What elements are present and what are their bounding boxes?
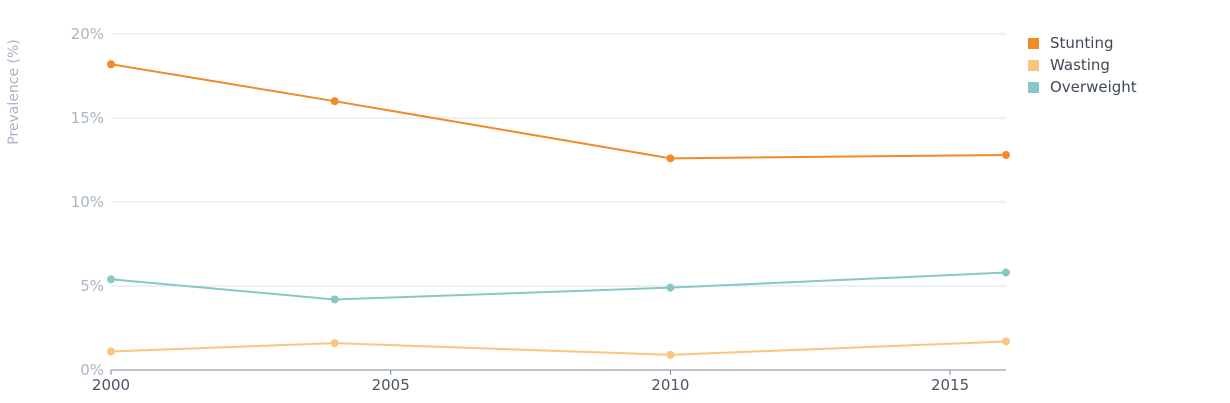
overweight-line	[110, 271, 1007, 301]
stunting-point	[1002, 150, 1010, 159]
x-tick-label: 2005	[372, 376, 410, 394]
series-lines	[107, 60, 1010, 359]
stunting-line	[110, 63, 1007, 160]
wasting-point	[330, 339, 339, 348]
legend-item-wasting[interactable]: Wasting	[1028, 54, 1137, 76]
wasting-line	[110, 340, 1007, 356]
y-tick-label: 20%	[71, 25, 104, 43]
legend-label: Stunting	[1050, 34, 1114, 52]
y-tick-label: 15%	[71, 109, 104, 127]
legend-swatch	[1028, 81, 1039, 93]
wasting-point	[107, 347, 115, 356]
y-axis-title: Prevalence (%)	[6, 39, 22, 145]
overweight-point	[1002, 268, 1010, 277]
y-tick-label: 5%	[80, 277, 104, 295]
x-axis: 2000 2005 2010 2015	[92, 369, 1006, 394]
series-wasting	[107, 337, 1010, 359]
stunting-point	[330, 97, 339, 106]
y-tick-label: 0%	[80, 361, 104, 379]
x-tick-label: 2000	[92, 376, 130, 394]
legend-label: Wasting	[1050, 56, 1110, 74]
overweight-point	[666, 283, 675, 292]
y-axis-ticks: 0% 5% 10% 15% 20%	[71, 25, 104, 379]
x-tick-label: 2010	[651, 376, 689, 394]
legend-item-stunting[interactable]: Stunting	[1028, 32, 1137, 54]
legend-swatch	[1028, 37, 1039, 49]
legend: Stunting Wasting Overweight	[1028, 32, 1137, 98]
y-tick-label: 10%	[71, 193, 104, 211]
legend-swatch	[1028, 59, 1039, 71]
wasting-point	[666, 350, 675, 359]
series-stunting	[107, 60, 1010, 163]
overweight-point	[107, 275, 115, 284]
overweight-point	[330, 295, 339, 304]
legend-item-overweight[interactable]: Overweight	[1028, 76, 1137, 98]
stunting-point	[666, 154, 675, 163]
legend-label: Overweight	[1050, 78, 1137, 96]
stunting-point	[107, 60, 115, 69]
grid	[111, 33, 1006, 287]
wasting-point	[1002, 337, 1010, 346]
x-tick-label: 2015	[931, 376, 969, 394]
series-overweight	[107, 268, 1010, 304]
